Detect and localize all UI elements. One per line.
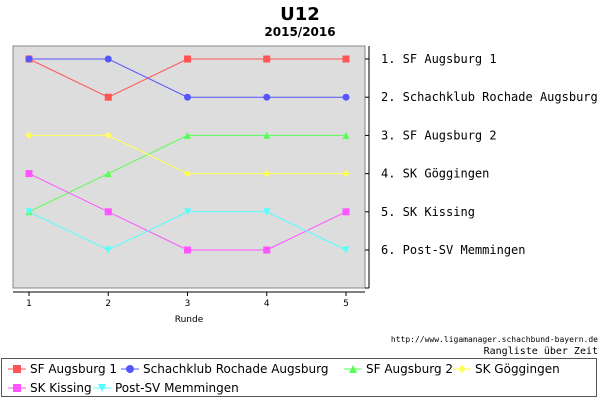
chart: U12 2015/2016 1 2 3 4 5 Runde 1. SF Augsburg… [12,4,598,357]
legend-marker [13,365,21,373]
data-point [184,208,191,216]
legend-swatch [453,365,471,373]
legend-swatch [121,365,139,373]
legend-marker [349,365,357,373]
legend-item: Post-SV Memmingen [92,379,239,397]
legend-marker [126,365,134,373]
x-tick-label: 3 [185,299,191,309]
data-point [342,131,350,139]
x-axis-label: Runde [175,315,204,325]
data-point [104,93,112,101]
rank-label: 6. Post-SV Memmingen [381,243,526,257]
data-point [184,93,191,101]
chart-title: U12 [280,4,320,25]
data-point [342,55,350,63]
rank-label: 1. SF Augsburg 1 [381,52,497,66]
data-point [263,131,271,139]
x-tick-label: 1 [26,299,32,309]
data-point [263,93,271,101]
data-point [342,208,350,216]
legend-swatch [8,365,26,373]
data-point [263,170,271,178]
legend-marker [13,384,21,392]
legend-item: SK Kissing [7,379,92,397]
chart-caption: Rangliste über Zeit [484,346,598,357]
legend-item: SF Augsburg 2 [343,360,453,378]
rank-label: 5. SK Kissing [381,205,475,219]
source-url: http://www.ligamanager.schachbund-bayern… [391,335,598,344]
legend-label: SF Augsburg 2 [366,362,454,376]
data-point [184,246,191,254]
data-point [184,131,191,139]
data-point [263,55,271,63]
data-point [184,170,191,178]
x-tick-label: 2 [105,299,111,309]
data-point [104,208,112,216]
data-point [342,246,350,254]
legend: SF Augsburg 1 Schachklub Rochade Augsburg… [1,358,597,397]
legend-label: Post-SV Memmingen [115,381,239,395]
rank-label: 4. SK Göggingen [381,167,489,181]
legend-label: SK Kissing [30,381,92,395]
data-point [104,170,112,178]
data-point [263,246,271,254]
legend-swatch [93,384,111,392]
chart-subtitle: 2015/2016 [264,25,335,39]
data-point [342,93,350,101]
data-point [184,55,191,63]
legend-item: Schachklub Rochade Augsburg [120,360,328,378]
legend-marker [458,365,466,373]
legend-item: SF Augsburg 1 [7,360,117,378]
rank-label: 3. SF Augsburg 2 [381,128,497,142]
legend-label: SK Göggingen [475,362,560,376]
data-point [25,131,33,139]
data-point [342,170,350,178]
data-point [25,170,33,178]
data-point [104,55,112,63]
data-point [104,131,112,139]
data-point [25,55,33,63]
x-tick-label: 5 [343,299,349,309]
data-point [25,208,33,216]
data-point [263,208,271,216]
x-tick-label: 4 [264,299,270,309]
legend-item: SK Göggingen [452,360,560,378]
legend-label: Schachklub Rochade Augsburg [143,362,329,376]
legend-swatch [344,365,362,373]
data-point [104,246,112,254]
legend-label: SF Augsburg 1 [30,362,118,376]
rank-label: 2. Schachklub Rochade Augsburg [381,90,598,104]
legend-swatch [8,384,26,392]
legend-marker [98,384,106,392]
